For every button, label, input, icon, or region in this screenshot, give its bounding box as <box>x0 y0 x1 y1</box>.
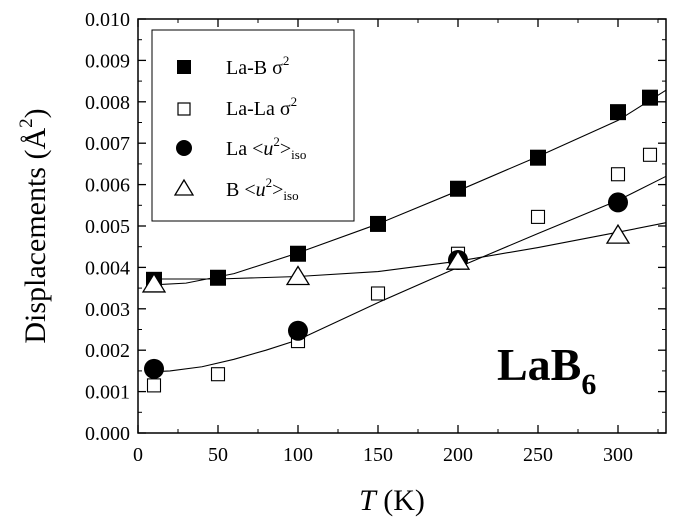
point-la-b-sigma2 <box>450 180 466 197</box>
point-la-b-sigma2 <box>642 89 658 106</box>
compound-main: LaB <box>497 339 581 390</box>
point-la-la-sigma2 <box>146 378 162 393</box>
x-tick-label: 50 <box>208 444 228 466</box>
y-tick-label: 0.007 <box>85 133 130 155</box>
y-axis: 0.000 0.001 0.002 0.003 0.004 0.005 0.006 0.007… <box>85 9 666 445</box>
point-la-la-sigma2 <box>642 147 658 162</box>
legend-label-b-u2-iso: B <u2>iso <box>226 175 299 203</box>
x-axis-title-variable: T <box>359 484 378 517</box>
point-la-u2-iso <box>144 358 164 379</box>
point-b-u2-iso <box>141 272 167 293</box>
x-tick-label: 250 <box>523 444 553 466</box>
point-la-u2-iso <box>608 192 628 213</box>
point-la-la-sigma2 <box>610 167 626 182</box>
y-tick-label: 0.009 <box>85 50 130 72</box>
y-axis-title-unit: Å <box>19 128 52 150</box>
point-la-b-sigma2 <box>210 269 226 286</box>
y-tick-label: 0.002 <box>85 340 130 362</box>
x-tick-label: 100 <box>283 444 313 466</box>
point-la-la-sigma2 <box>370 286 386 301</box>
y-axis-title-power: 2 <box>16 118 37 128</box>
point-la-la-sigma2 <box>530 209 546 224</box>
compound-subscript: 6 <box>581 368 596 401</box>
point-la-u2-iso <box>288 320 308 341</box>
y-tick-label: 0.004 <box>85 257 130 279</box>
x-tick-label: 300 <box>603 444 633 466</box>
legend-marker-filled-square <box>177 60 191 74</box>
y-axis-title-close: ) <box>19 108 52 118</box>
y-axis-title-text: Displacements ( <box>19 150 52 344</box>
x-tick-label: 0 <box>133 444 143 466</box>
point-la-b-sigma2 <box>530 149 546 166</box>
y-tick-label: 0.003 <box>85 299 130 321</box>
legend-marker-open-triangle <box>173 178 195 196</box>
x-axis: 0 50 100 150 200 250 300 <box>133 19 659 466</box>
x-axis-title-unit: (K) <box>376 484 425 517</box>
fit-curve <box>154 222 667 280</box>
point-la-b-sigma2 <box>610 104 626 121</box>
y-tick-label: 0.000 <box>85 423 130 445</box>
legend-label-la-u2-iso: La <u2>iso <box>226 134 306 162</box>
y-axis-title: Displacements (Å2) <box>16 108 52 343</box>
point-la-b-sigma2 <box>370 215 386 232</box>
x-tick-label: 200 <box>443 444 473 466</box>
legend-marker-filled-circle <box>176 140 192 156</box>
y-tick-label: 0.010 <box>85 9 130 31</box>
compound-annotation: LaB6 <box>497 339 596 401</box>
x-tick-label: 150 <box>363 444 393 466</box>
point-b-u2-iso <box>445 249 471 270</box>
y-tick-label: 0.005 <box>85 216 130 238</box>
point-b-u2-iso <box>285 265 311 286</box>
y-tick-label: 0.001 <box>85 382 130 404</box>
y-tick-label: 0.008 <box>85 92 130 114</box>
x-axis-title: T (K) <box>359 484 425 517</box>
legend-label-la-b: La-B σ2 <box>226 53 289 79</box>
legend-label-la-la: La-La σ2 <box>226 94 297 120</box>
legend: La-B σ2 La-La σ2 La <u2>iso B <u2>iso <box>151 29 355 222</box>
legend-marker-open-square <box>177 102 191 116</box>
point-la-b-sigma2 <box>290 245 306 262</box>
data-points <box>141 89 658 393</box>
point-la-la-sigma2 <box>210 367 226 382</box>
point-b-u2-iso <box>605 223 631 244</box>
y-tick-label: 0.006 <box>85 175 130 197</box>
